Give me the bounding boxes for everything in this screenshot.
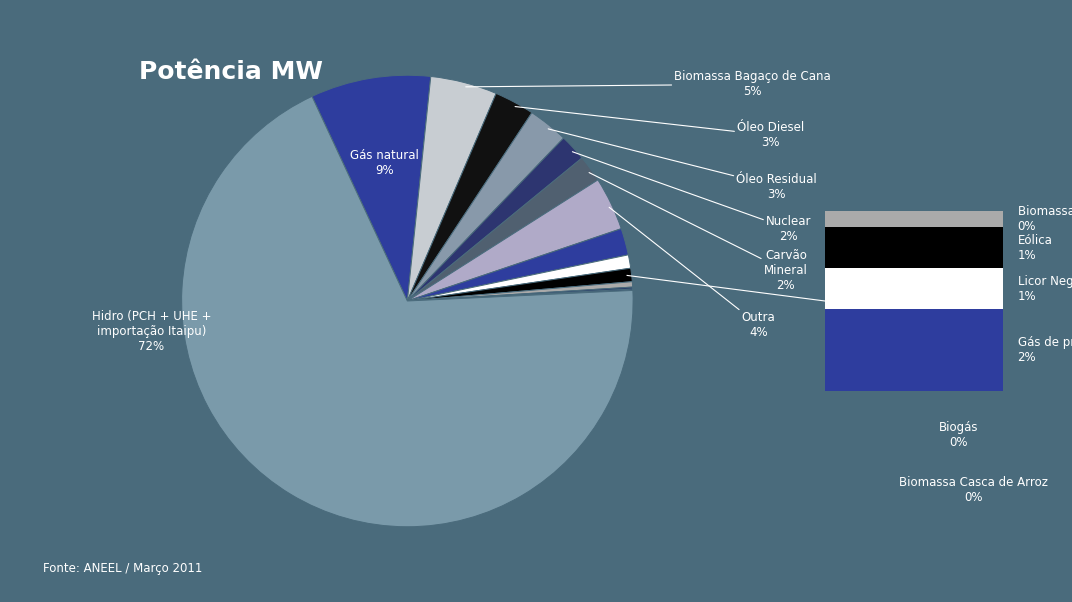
Wedge shape <box>312 75 431 301</box>
Wedge shape <box>407 268 632 301</box>
Text: Biogás
0%: Biogás 0% <box>939 421 979 450</box>
Wedge shape <box>407 289 632 301</box>
Text: Óleo Diesel
3%: Óleo Diesel 3% <box>515 107 804 149</box>
Wedge shape <box>407 158 598 301</box>
Text: Biomassa Bagaço de Cana
5%: Biomassa Bagaço de Cana 5% <box>465 70 831 98</box>
Wedge shape <box>407 255 630 301</box>
Text: Hidro (PCH + UHE +
importação Itaipu)
72%: Hidro (PCH + UHE + importação Itaipu) 72… <box>92 309 211 353</box>
Bar <box>825 309 1002 391</box>
Text: Eólica
1%: Eólica 1% <box>1017 234 1053 262</box>
Wedge shape <box>407 229 628 301</box>
Wedge shape <box>407 138 582 301</box>
Wedge shape <box>407 93 532 301</box>
Text: Gás natural
9%: Gás natural 9% <box>349 149 419 177</box>
Text: Carvão
Mineral
2%: Carvão Mineral 2% <box>590 173 808 293</box>
Text: Licor Negro
1%: Licor Negro 1% <box>1017 275 1072 303</box>
Text: Óleo Residual
3%: Óleo Residual 3% <box>548 129 817 200</box>
Wedge shape <box>407 287 632 301</box>
Text: Potência MW: Potência MW <box>139 60 324 84</box>
Text: Biomassa Madeira
0%: Biomassa Madeira 0% <box>1017 205 1072 233</box>
Text: Fonte: ANEEL / Março 2011: Fonte: ANEEL / Março 2011 <box>43 562 203 575</box>
Text: Biomassa Casca de Arroz
0%: Biomassa Casca de Arroz 0% <box>899 476 1048 504</box>
Wedge shape <box>407 282 632 301</box>
Text: Outra
4%: Outra 4% <box>609 207 776 339</box>
Bar <box>825 268 1002 309</box>
Text: Nuclear
2%: Nuclear 2% <box>572 152 812 243</box>
Wedge shape <box>181 96 634 527</box>
Wedge shape <box>407 180 621 301</box>
Bar <box>825 227 1002 268</box>
Bar <box>825 211 1002 227</box>
Text: Gás de processo
2%: Gás de processo 2% <box>1017 337 1072 364</box>
Wedge shape <box>407 76 496 301</box>
Wedge shape <box>407 113 564 301</box>
